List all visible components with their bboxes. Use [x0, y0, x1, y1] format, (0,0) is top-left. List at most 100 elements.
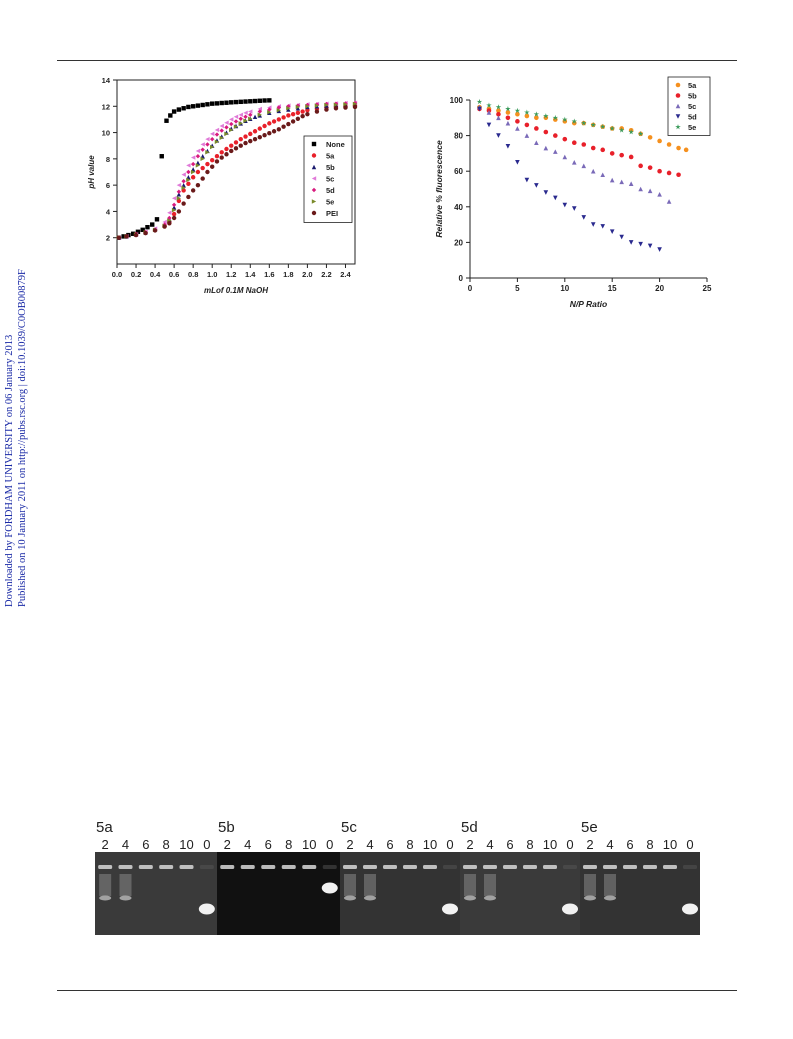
data-point: [524, 122, 530, 128]
data-point: [267, 98, 272, 103]
gel-well-band: [683, 865, 697, 869]
data-point: [210, 131, 215, 137]
legend-label: 5b: [326, 163, 335, 172]
data-point: [181, 179, 186, 184]
data-point: [238, 121, 243, 126]
legend-marker: [311, 199, 317, 204]
data-point: [571, 140, 577, 146]
gel-well-band: [383, 865, 397, 869]
data-point: [145, 225, 150, 230]
gel-group-label: 5c: [341, 819, 357, 836]
data-point: [267, 121, 272, 126]
x-tick-label: 0.0: [112, 270, 122, 279]
data-point: [210, 136, 215, 142]
data-point: [552, 114, 559, 121]
data-point: [143, 230, 148, 236]
data-point: [581, 215, 587, 220]
gel-well-band: [138, 865, 153, 869]
data-point: [181, 201, 186, 206]
gel-panel-background: [580, 852, 700, 935]
gel-lane-label: 0: [203, 837, 210, 852]
gel-smear: [464, 874, 476, 896]
data-point: [205, 161, 210, 167]
data-point: [543, 115, 549, 121]
data-point: [152, 228, 158, 233]
gel-well-band: [118, 865, 133, 869]
legend-marker: [311, 164, 317, 170]
gel-well-band: [240, 865, 255, 869]
data-point: [657, 168, 662, 174]
data-point: [524, 109, 530, 115]
gel-panel-5e: 5e2 4 6 8 10 0: [580, 819, 700, 935]
data-point: [543, 145, 549, 151]
gel-group-label: 5d: [461, 819, 478, 836]
data-point: [505, 143, 511, 149]
footer-rule: [57, 990, 737, 991]
gel-panel-5d: 5d2 4 6 8 10 0: [460, 819, 580, 935]
data-point: [171, 202, 177, 208]
data-point: [219, 128, 224, 133]
x-tick-label: 0.2: [131, 270, 141, 279]
gel-well-band: [483, 865, 497, 869]
data-point: [267, 131, 272, 136]
data-point: [200, 156, 205, 162]
gel-lane-label: 8: [526, 837, 533, 852]
legend-label: 5e: [688, 123, 696, 132]
legend-label: 5d: [688, 113, 697, 122]
gel-well-band: [403, 865, 417, 869]
data-point: [505, 110, 511, 115]
data-point: [257, 106, 262, 112]
data-point: [167, 210, 172, 215]
data-point: [219, 123, 224, 129]
data-point: [343, 102, 348, 107]
gel-well-band: [663, 865, 677, 869]
data-point: [496, 133, 501, 138]
x-tick-label: 0.6: [169, 270, 179, 279]
data-point: [238, 99, 243, 105]
legend-marker: [311, 176, 317, 181]
gel-free-dna-band: [562, 903, 578, 915]
data-point: [676, 172, 681, 178]
data-point: [210, 101, 215, 106]
data-point: [505, 120, 511, 126]
data-point: [214, 101, 220, 106]
data-point: [618, 127, 625, 133]
data-point: [186, 163, 191, 168]
data-point: [295, 110, 301, 116]
data-point: [590, 145, 596, 151]
x-tick-label: 20: [655, 284, 664, 293]
data-point: [543, 129, 549, 135]
data-point: [676, 145, 681, 151]
gel-well-band: [98, 865, 113, 869]
legend-label: 5e: [326, 198, 334, 207]
data-point: [295, 116, 301, 121]
gel-well-band: [623, 865, 637, 869]
legend-label: 5d: [326, 186, 335, 195]
data-point: [609, 151, 615, 156]
series-5d: [477, 106, 662, 252]
x-tick-label: 15: [608, 284, 617, 293]
legend-marker: [675, 82, 681, 88]
gel-panel-5a: 5a2 4 6 8 10 0: [95, 819, 217, 935]
gel-well-band: [281, 865, 296, 869]
data-point: [133, 232, 139, 238]
gel-smear: [484, 874, 496, 896]
data-point: [243, 99, 248, 104]
data-point: [305, 104, 310, 109]
data-point: [600, 172, 606, 178]
data-point: [190, 161, 196, 167]
gel-lane-label: 8: [406, 837, 413, 852]
data-point: [647, 165, 653, 170]
data-point: [581, 163, 587, 169]
gel-lane-label: 6: [265, 837, 272, 852]
gel-lane-label: 6: [506, 837, 513, 852]
data-point: [238, 136, 243, 142]
data-point: [205, 169, 210, 175]
gel-lane-label: 2: [466, 837, 473, 852]
gel-retarded-band: [119, 895, 132, 901]
gel-well-band: [543, 865, 557, 869]
gel-panel-background: [460, 852, 580, 935]
data-point: [162, 219, 167, 225]
gel-lane-label: 4: [366, 837, 373, 852]
